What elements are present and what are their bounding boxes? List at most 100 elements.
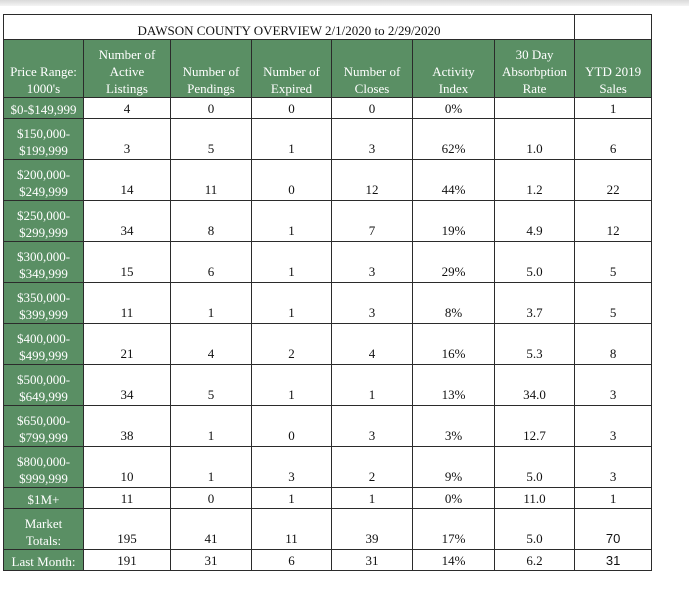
active-listings-cell: 3 [83, 118, 171, 160]
price-range-label: $250,000- $299,999 [3, 200, 84, 242]
price-range-label: $1M+ [3, 487, 84, 509]
closes-cell: 39 [331, 508, 413, 550]
price-range-label: $800,000- $999,999 [3, 446, 84, 488]
ytd-sales-cell: 1 [574, 97, 653, 119]
header-row: Price Range: 1000's Number of Active Listing… [3, 39, 653, 98]
activity-index-cell: 0% [412, 487, 495, 509]
price-range-label: $150,000- $199,999 [3, 118, 84, 160]
market-totals-row: Market Totals: 195 41 11 39 17% 5.0 70 [3, 508, 653, 550]
activity-index-cell: 13% [412, 364, 495, 406]
absorption-rate-cell: 4.9 [493, 200, 576, 242]
active-listings-cell: 34 [83, 364, 171, 406]
pendings-cell: 1 [170, 405, 252, 447]
closes-cell: 0 [331, 97, 413, 119]
pendings-cell: 5 [170, 364, 252, 406]
title-row: DAWSON COUNTY OVERVIEW 2/1/2020 to 2/29/… [2, 14, 653, 40]
active-listings-cell: 4 [83, 97, 171, 119]
table-row: $0-$149,999 4 0 0 0 0% 1 [3, 97, 653, 119]
activity-index-cell: 44% [412, 159, 495, 201]
column-header-expired: Number of Expired [251, 39, 332, 98]
ytd-sales-cell: 5 [574, 241, 653, 283]
expired-cell: 1 [251, 282, 332, 324]
pendings-cell: 8 [170, 200, 252, 242]
active-listings-cell: 34 [83, 200, 171, 242]
expired-cell: 3 [251, 446, 332, 488]
closes-cell: 1 [331, 364, 413, 406]
price-range-label: $350,000- $399,999 [3, 282, 84, 324]
active-listings-cell: 191 [83, 549, 171, 571]
ytd-sales-cell: 3 [574, 405, 653, 447]
expired-cell: 6 [251, 549, 332, 571]
column-header-active-listings: Number of Active Listings [83, 39, 171, 98]
expired-cell: 0 [251, 405, 332, 447]
active-listings-cell: 10 [83, 446, 171, 488]
closes-cell: 2 [331, 446, 413, 488]
activity-index-cell: 16% [412, 323, 495, 365]
closes-cell: 4 [331, 323, 413, 365]
activity-index-cell: 9% [412, 446, 495, 488]
pendings-cell: 4 [170, 323, 252, 365]
table-title: DAWSON COUNTY OVERVIEW 2/1/2020 to 2/29/… [2, 14, 576, 40]
table-row: $300,000- $349,999 15 6 1 3 29% 5.0 5 [3, 241, 653, 283]
pendings-cell: 1 [170, 446, 252, 488]
closes-cell: 12 [331, 159, 413, 201]
price-range-label: $300,000- $349,999 [3, 241, 84, 283]
price-range-label: $200,000- $249,999 [3, 159, 84, 201]
price-range-label: Last Month: [3, 549, 84, 571]
table-row: $500,000- $649,999 34 5 1 1 13% 34.0 3 [3, 364, 653, 406]
active-listings-cell: 195 [83, 508, 171, 550]
ytd-sales-cell: 8 [574, 323, 653, 365]
column-header-activity-index: Activity Index [412, 39, 495, 98]
table-row: $350,000- $399,999 11 1 1 3 8% 3.7 5 [3, 282, 653, 324]
ytd-sales-cell: 31 [574, 549, 653, 571]
title-empty-cell [574, 14, 653, 40]
activity-index-cell: 62% [412, 118, 495, 160]
table-row: $650,000- $799,999 38 1 0 3 3% 12.7 3 [3, 405, 653, 447]
pendings-cell: 0 [170, 97, 252, 119]
ytd-sales-cell: 3 [574, 446, 653, 488]
ytd-sales-cell: 5 [574, 282, 653, 324]
activity-index-cell: 29% [412, 241, 495, 283]
absorption-rate-cell: 5.3 [493, 323, 576, 365]
county-overview-table: DAWSON COUNTY OVERVIEW 2/1/2020 to 2/29/… [2, 14, 653, 571]
column-header-absorption-rate: 30 Day Absorbption Rate [493, 39, 576, 98]
closes-cell: 7 [331, 200, 413, 242]
absorption-rate-cell: 11.0 [493, 487, 576, 509]
closes-cell: 3 [331, 405, 413, 447]
column-header-ytd-sales: YTD 2019 Sales [574, 39, 653, 98]
column-header-closes: Number of Closes [331, 39, 413, 98]
closes-cell: 3 [331, 241, 413, 283]
closes-cell: 1 [331, 487, 413, 509]
active-listings-cell: 14 [83, 159, 171, 201]
absorption-rate-cell: 5.0 [493, 241, 576, 283]
table-row: $200,000- $249,999 14 11 0 12 44% 1.2 22 [3, 159, 653, 201]
activity-index-cell: 0% [412, 97, 495, 119]
ytd-sales-cell: 6 [574, 118, 653, 160]
active-listings-cell: 11 [83, 282, 171, 324]
ytd-sales-cell: 3 [574, 364, 653, 406]
table-row: $400,000- $499,999 21 4 2 4 16% 5.3 8 [3, 323, 653, 365]
absorption-rate-cell: 5.0 [493, 446, 576, 488]
active-listings-cell: 11 [83, 487, 171, 509]
pendings-cell: 41 [170, 508, 252, 550]
expired-cell: 1 [251, 118, 332, 160]
activity-index-cell: 14% [412, 549, 495, 571]
price-range-label: $500,000- $649,999 [3, 364, 84, 406]
pendings-cell: 1 [170, 282, 252, 324]
expired-cell: 0 [251, 97, 332, 119]
ytd-sales-cell: 70 [574, 508, 653, 550]
closes-cell: 3 [331, 118, 413, 160]
absorption-rate-cell: 1.0 [493, 118, 576, 160]
expired-cell: 0 [251, 159, 332, 201]
pendings-cell: 0 [170, 487, 252, 509]
active-listings-cell: 38 [83, 405, 171, 447]
table-row: $250,000- $299,999 34 8 1 7 19% 4.9 12 [3, 200, 653, 242]
activity-index-cell: 17% [412, 508, 495, 550]
pendings-cell: 31 [170, 549, 252, 571]
absorption-rate-cell: 34.0 [493, 364, 576, 406]
price-range-label: $400,000- $499,999 [3, 323, 84, 365]
absorption-rate-cell: 3.7 [493, 282, 576, 324]
active-listings-cell: 21 [83, 323, 171, 365]
column-header-pendings: Number of Pendings [170, 39, 252, 98]
price-range-label: $650,000- $799,999 [3, 405, 84, 447]
